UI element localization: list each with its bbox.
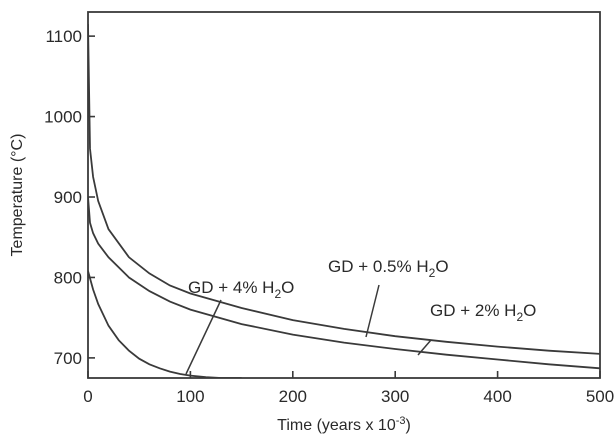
x-tick-label: 300 xyxy=(381,387,409,406)
leader-line-gd-0.5 xyxy=(365,284,380,338)
y-tick-label: 1100 xyxy=(45,27,82,46)
x-tick-label: 400 xyxy=(483,387,511,406)
ticks-layer: 0 100 200 300 400 500 700 800 900 1000 1100 xyxy=(44,27,614,406)
x-axis-title: Time (years x 10-3) xyxy=(277,415,411,434)
x-tick-label: 500 xyxy=(586,387,614,406)
annotation-gd-4: GD + 4% H2O xyxy=(188,278,294,301)
annotation-gd-0.5: GD + 0.5% H2O xyxy=(328,257,449,280)
y-tick-label: 1000 xyxy=(44,108,82,127)
x-tick-label: 200 xyxy=(279,387,307,406)
series-line-gd-2 xyxy=(88,196,600,370)
series-layer xyxy=(88,24,600,378)
leader-line-gd-4 xyxy=(185,299,222,375)
y-axis-title: Temperature (°C) xyxy=(9,134,26,257)
annotation-gd-2: GD + 2% H2O xyxy=(430,301,536,324)
series-line-gd-0.5 xyxy=(88,24,600,355)
x-tick-label: 100 xyxy=(176,387,204,406)
y-tick-label: 700 xyxy=(54,349,82,368)
y-tick-label: 900 xyxy=(54,188,82,207)
x-tick-label: 0 xyxy=(83,387,92,406)
leader-line-gd-2 xyxy=(417,339,432,356)
y-tick-label: 800 xyxy=(54,268,82,287)
series-line-gd-4 xyxy=(88,270,242,378)
plot-frame xyxy=(87,11,601,379)
